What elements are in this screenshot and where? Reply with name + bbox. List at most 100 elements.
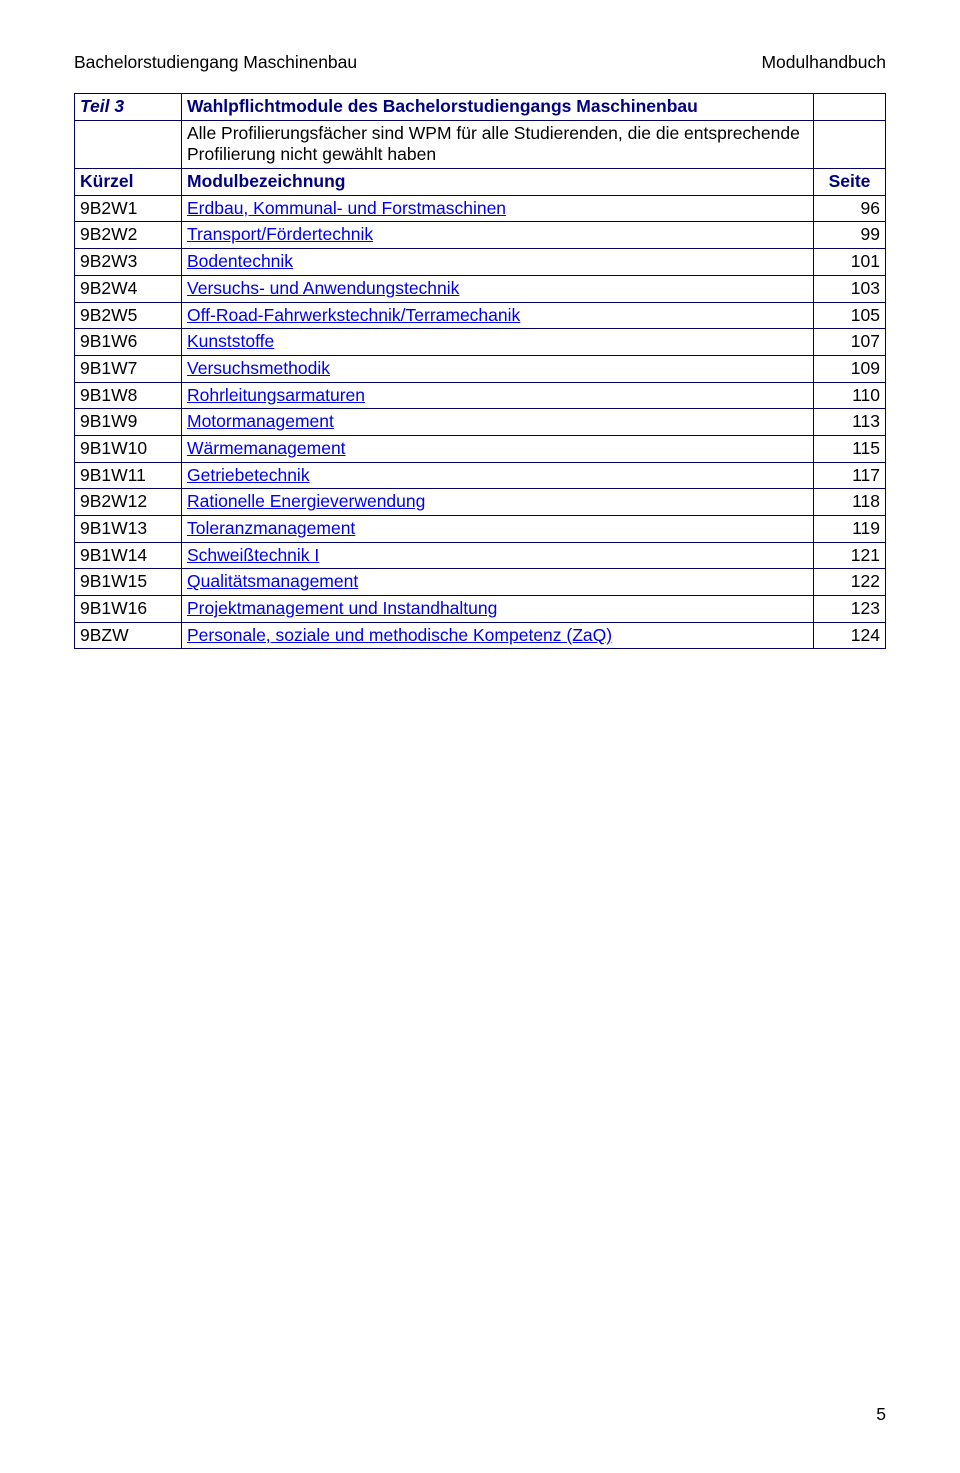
empty-cell <box>814 120 886 168</box>
table-row: 9B1W16Projektmanagement und Instandhaltu… <box>75 596 886 623</box>
cell-seite: 109 <box>814 355 886 382</box>
header-left: Bachelorstudiengang Maschinenbau <box>74 52 357 73</box>
cell-bezeichnung: Getriebetechnik <box>182 462 814 489</box>
table-row: 9B1W14Schweißtechnik I 121 <box>75 542 886 569</box>
cell-bezeichnung: Transport/Fördertechnik <box>182 222 814 249</box>
module-link[interactable]: Kunststoffe <box>187 331 274 351</box>
cell-seite: 118 <box>814 489 886 516</box>
table-row: 9B1W11Getriebetechnik 117 <box>75 462 886 489</box>
cell-bezeichnung: Motormanagement <box>182 409 814 436</box>
cell-bezeichnung: Bodentechnik <box>182 249 814 276</box>
cell-bezeichnung: Kunststoffe <box>182 329 814 356</box>
cell-kurzel: 9B2W5 <box>75 302 182 329</box>
empty-cell <box>75 120 182 168</box>
table-title-row: Teil 3 Wahlpflichtmodule des Bachelorstu… <box>75 94 886 121</box>
module-link[interactable]: Motormanagement <box>187 411 334 431</box>
table-row: 9B2W3Bodentechnik 101 <box>75 249 886 276</box>
table-row: 9B2W4Versuchs- und Anwendungstechnik 103 <box>75 275 886 302</box>
cell-kurzel: 9B2W1 <box>75 195 182 222</box>
cell-seite: 107 <box>814 329 886 356</box>
cell-kurzel: 9BZW <box>75 622 182 649</box>
cell-bezeichnung: Personale, soziale und methodische Kompe… <box>182 622 814 649</box>
table-row: 9B2W2Transport/Fördertechnik 99 <box>75 222 886 249</box>
cell-kurzel: 9B1W10 <box>75 435 182 462</box>
module-link[interactable]: Personale, soziale und methodische Kompe… <box>187 625 612 645</box>
col-header-bezeichnung: Modulbezeichnung <box>182 169 814 196</box>
cell-seite: 119 <box>814 516 886 543</box>
table-row: 9B1W8Rohrleitungsarmaturen 110 <box>75 382 886 409</box>
cell-kurzel: 9B1W11 <box>75 462 182 489</box>
module-link[interactable]: Versuchsmethodik <box>187 358 330 378</box>
cell-kurzel: 9B1W6 <box>75 329 182 356</box>
cell-bezeichnung: Toleranzmanagement <box>182 516 814 543</box>
col-header-seite: Seite <box>814 169 886 196</box>
module-link[interactable]: Getriebetechnik <box>187 465 310 485</box>
cell-bezeichnung: Rohrleitungsarmaturen <box>182 382 814 409</box>
running-header: Bachelorstudiengang Maschinenbau Modulha… <box>74 52 886 73</box>
cell-seite: 115 <box>814 435 886 462</box>
table-row: 9B1W6Kunststoffe 107 <box>75 329 886 356</box>
module-link[interactable]: Wärmemanagement <box>187 438 346 458</box>
cell-kurzel: 9B2W2 <box>75 222 182 249</box>
cell-seite: 99 <box>814 222 886 249</box>
note-text: Alle Profilierungsfächer sind WPM für al… <box>182 120 814 168</box>
cell-seite: 122 <box>814 569 886 596</box>
module-link[interactable]: Rohrleitungsarmaturen <box>187 385 365 405</box>
module-link[interactable]: Toleranzmanagement <box>187 518 355 538</box>
cell-kurzel: 9B1W8 <box>75 382 182 409</box>
module-link[interactable]: Projektmanagement und Instandhaltung <box>187 598 497 618</box>
table-note-row: Alle Profilierungsfächer sind WPM für al… <box>75 120 886 168</box>
module-link[interactable]: Schweißtechnik I <box>187 545 319 565</box>
cell-seite: 117 <box>814 462 886 489</box>
cell-kurzel: 9B1W16 <box>75 596 182 623</box>
table-row: 9B1W10Wärmemanagement 115 <box>75 435 886 462</box>
cell-kurzel: 9B2W4 <box>75 275 182 302</box>
cell-seite: 105 <box>814 302 886 329</box>
module-link[interactable]: Off-Road-Fahrwerkstechnik/Terramechanik <box>187 305 520 325</box>
table-row: 9BZWPersonale, soziale und methodische K… <box>75 622 886 649</box>
cell-seite: 110 <box>814 382 886 409</box>
section-title: Wahlpflichtmodule des Bachelorstudiengan… <box>182 94 814 121</box>
cell-bezeichnung: Wärmemanagement <box>182 435 814 462</box>
table-row: 9B2W5Off-Road-Fahrwerkstechnik/Terramech… <box>75 302 886 329</box>
cell-kurzel: 9B2W12 <box>75 489 182 516</box>
cell-kurzel: 9B2W3 <box>75 249 182 276</box>
cell-seite: 96 <box>814 195 886 222</box>
module-link[interactable]: Qualitätsmanagement <box>187 571 358 591</box>
cell-seite: 103 <box>814 275 886 302</box>
page-number: 5 <box>876 1404 886 1425</box>
cell-bezeichnung: Schweißtechnik I <box>182 542 814 569</box>
table-row: 9B1W15Qualitätsmanagement 122 <box>75 569 886 596</box>
cell-bezeichnung: Versuchsmethodik <box>182 355 814 382</box>
page: Bachelorstudiengang Maschinenbau Modulha… <box>0 0 960 649</box>
header-right: Modulhandbuch <box>761 52 886 73</box>
module-link[interactable]: Transport/Fördertechnik <box>187 224 373 244</box>
cell-kurzel: 9B1W15 <box>75 569 182 596</box>
cell-seite: 124 <box>814 622 886 649</box>
module-link[interactable]: Bodentechnik <box>187 251 293 271</box>
module-link[interactable]: Rationelle Energieverwendung <box>187 491 425 511</box>
module-table: Teil 3 Wahlpflichtmodule des Bachelorstu… <box>74 93 886 649</box>
module-link[interactable]: Versuchs- und Anwendungstechnik <box>187 278 459 298</box>
cell-bezeichnung: Rationelle Energieverwendung <box>182 489 814 516</box>
table-row: 9B1W9Motormanagement113 <box>75 409 886 436</box>
teil-label: Teil 3 <box>75 94 182 121</box>
empty-cell <box>814 94 886 121</box>
cell-kurzel: 9B1W7 <box>75 355 182 382</box>
table-row: 9B2W1Erdbau, Kommunal- und Forstmaschine… <box>75 195 886 222</box>
table-row: 9B1W13Toleranzmanagement119 <box>75 516 886 543</box>
cell-bezeichnung: Versuchs- und Anwendungstechnik <box>182 275 814 302</box>
cell-bezeichnung: Off-Road-Fahrwerkstechnik/Terramechanik <box>182 302 814 329</box>
cell-kurzel: 9B1W14 <box>75 542 182 569</box>
table-row: 9B1W7Versuchsmethodik 109 <box>75 355 886 382</box>
cell-seite: 121 <box>814 542 886 569</box>
cell-bezeichnung: Qualitätsmanagement <box>182 569 814 596</box>
cell-seite: 101 <box>814 249 886 276</box>
table-header-row: Kürzel Modulbezeichnung Seite <box>75 169 886 196</box>
cell-kurzel: 9B1W9 <box>75 409 182 436</box>
table-row: 9B2W12Rationelle Energieverwendung 118 <box>75 489 886 516</box>
col-header-kurzel: Kürzel <box>75 169 182 196</box>
module-link[interactable]: Erdbau, Kommunal- und Forstmaschinen <box>187 198 506 218</box>
cell-seite: 123 <box>814 596 886 623</box>
cell-bezeichnung: Erdbau, Kommunal- und Forstmaschinen <box>182 195 814 222</box>
